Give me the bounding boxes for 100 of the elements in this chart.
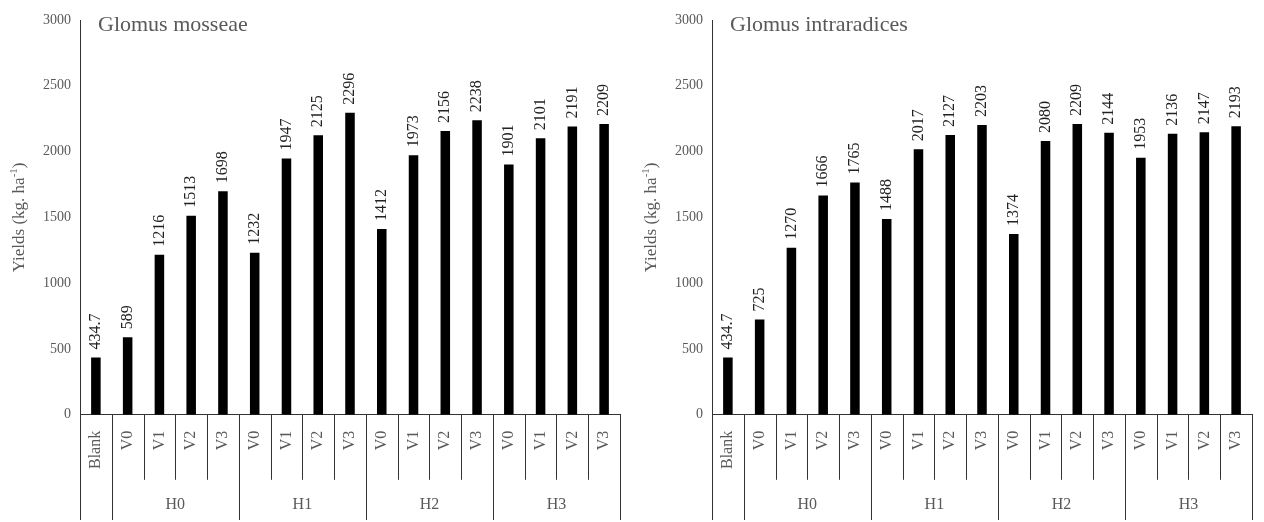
y-tick-label: 3000 bbox=[675, 11, 703, 27]
x-tick-label: V2 bbox=[181, 430, 199, 451]
bar bbox=[977, 124, 987, 415]
data-label: 2101 bbox=[530, 98, 548, 131]
text: H3 bbox=[546, 495, 567, 513]
x-tick-label: V3 bbox=[1226, 430, 1244, 451]
x-tick-label: V3 bbox=[213, 430, 231, 451]
x-tick-label: V0 bbox=[117, 430, 135, 451]
y-tick-label: 1000 bbox=[43, 274, 71, 290]
bar bbox=[599, 124, 609, 415]
bar bbox=[504, 164, 514, 415]
bar bbox=[723, 357, 733, 415]
bar bbox=[786, 247, 797, 415]
data-label: 2209 bbox=[594, 84, 612, 117]
x-tick-label: V0 bbox=[371, 430, 389, 451]
bar bbox=[408, 155, 419, 415]
x-tick-label: V3 bbox=[340, 430, 358, 451]
x-tick-label: V1 bbox=[530, 430, 548, 451]
bar bbox=[1072, 124, 1083, 415]
bar bbox=[91, 357, 101, 415]
data-label: 1953 bbox=[1131, 117, 1149, 150]
data-label: 2156 bbox=[435, 91, 453, 124]
text: H1 bbox=[292, 495, 313, 513]
text: H0 bbox=[797, 495, 818, 513]
x-tick-label: V2 bbox=[308, 430, 326, 451]
text: H2 bbox=[419, 495, 440, 513]
data-label: 1973 bbox=[403, 115, 421, 148]
bar bbox=[218, 191, 228, 415]
x-tick-label: V1 bbox=[276, 430, 294, 451]
data-label: 434.7 bbox=[86, 313, 104, 350]
bar bbox=[122, 337, 133, 415]
y-tick-label: 0 bbox=[64, 406, 71, 422]
data-label: 1901 bbox=[499, 124, 517, 157]
bar bbox=[281, 158, 292, 415]
y-tick-label: 500 bbox=[50, 340, 71, 356]
y-tick-label: 2000 bbox=[43, 143, 71, 159]
bar bbox=[1167, 133, 1178, 415]
y-tick-label: 1500 bbox=[43, 209, 71, 225]
data-label: 589 bbox=[117, 305, 135, 330]
text: H0 bbox=[165, 495, 186, 513]
data-label: 2147 bbox=[1194, 92, 1212, 125]
bar bbox=[1104, 132, 1114, 415]
x-tick-label: V3 bbox=[467, 430, 485, 451]
bar bbox=[1009, 233, 1019, 415]
data-label: 2080 bbox=[1035, 101, 1053, 134]
bar bbox=[754, 319, 765, 415]
y-tick-label: 1000 bbox=[675, 274, 703, 290]
data-label: 1216 bbox=[149, 214, 167, 247]
x-tick-label: V3 bbox=[972, 430, 990, 451]
data-label: 2144 bbox=[1099, 92, 1117, 125]
x-tick-label: V0 bbox=[876, 430, 894, 451]
data-label: 1412 bbox=[371, 188, 389, 221]
x-tick-label: V1 bbox=[908, 430, 926, 451]
data-label: 1765 bbox=[845, 142, 863, 175]
bar bbox=[1199, 132, 1210, 415]
bar bbox=[945, 134, 955, 415]
x-tick-label: Blank bbox=[86, 430, 104, 469]
text: H1 bbox=[924, 495, 945, 513]
data-label: 2127 bbox=[940, 94, 958, 127]
data-label: 434.7 bbox=[718, 313, 736, 350]
chart-title: Glomus intraradices bbox=[730, 10, 908, 36]
y-tick-label: 0 bbox=[696, 406, 703, 422]
data-label: 1666 bbox=[813, 155, 831, 188]
x-tick-label: V1 bbox=[1035, 430, 1053, 451]
x-tick-label: V2 bbox=[1067, 430, 1085, 451]
x-tick-label: V3 bbox=[845, 430, 863, 451]
y-axis-title: Yields (kg. ha-1) bbox=[638, 162, 661, 273]
x-tick-label: V1 bbox=[149, 430, 167, 451]
data-label: 725 bbox=[749, 287, 767, 312]
data-label: 2017 bbox=[908, 109, 926, 142]
x-tick-label: V1 bbox=[781, 430, 799, 451]
bar bbox=[186, 215, 196, 415]
x-tick-label: V3 bbox=[594, 430, 612, 451]
x-tick-label: Blank bbox=[718, 430, 736, 469]
chart-title: Glomus mosseae bbox=[98, 10, 248, 36]
data-label: 1374 bbox=[1003, 193, 1021, 226]
data-label: 2125 bbox=[308, 95, 326, 128]
x-tick-label: V0 bbox=[499, 430, 517, 451]
bar bbox=[1136, 157, 1146, 415]
data-label: 1488 bbox=[876, 178, 894, 211]
data-label: 2191 bbox=[562, 86, 580, 119]
x-tick-label: V2 bbox=[562, 430, 580, 451]
data-label: 2136 bbox=[1162, 93, 1180, 126]
data-label: 2203 bbox=[972, 84, 990, 117]
bar bbox=[472, 120, 482, 415]
bar bbox=[881, 218, 892, 415]
bar bbox=[818, 195, 828, 415]
y-tick-label: 2000 bbox=[675, 143, 703, 159]
x-tick-label: V2 bbox=[940, 430, 958, 451]
x-tick-label: V2 bbox=[813, 430, 831, 451]
bar bbox=[913, 149, 924, 415]
bar bbox=[313, 135, 323, 415]
x-tick-label: V1 bbox=[1162, 430, 1180, 451]
bar bbox=[249, 252, 260, 415]
y-tick-label: 2500 bbox=[43, 77, 71, 93]
y-tick-label: 2500 bbox=[675, 77, 703, 93]
bar bbox=[377, 228, 387, 415]
x-tick-label: V3 bbox=[1099, 430, 1117, 451]
x-tick-label: V0 bbox=[749, 430, 767, 451]
bar bbox=[1040, 141, 1051, 415]
